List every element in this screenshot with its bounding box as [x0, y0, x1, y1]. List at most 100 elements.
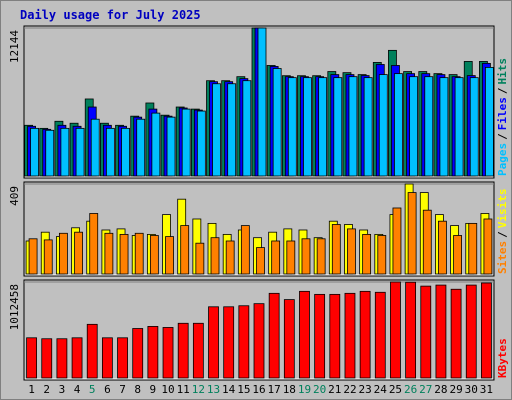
- x-tick-label: 9: [150, 383, 157, 396]
- bar: [468, 222, 478, 275]
- x-tick-label: 18: [283, 383, 296, 396]
- bar: [438, 220, 447, 275]
- bar: [134, 232, 144, 275]
- x-tick-label: 17: [268, 383, 281, 396]
- bar: [74, 231, 83, 275]
- bar: [390, 281, 401, 379]
- bar: [363, 77, 373, 177]
- bar: [147, 326, 159, 379]
- x-tick-label: 13: [207, 383, 220, 396]
- bar: [347, 228, 356, 275]
- bar: [180, 225, 190, 275]
- bar: [117, 337, 128, 379]
- x-tick-label: 15: [237, 383, 250, 396]
- bar: [272, 68, 282, 177]
- bar: [283, 299, 295, 379]
- bar: [242, 80, 252, 177]
- bar: [407, 192, 417, 275]
- x-tick-label: 2: [43, 383, 50, 396]
- bar: [424, 76, 434, 177]
- legend: KBytes: [496, 338, 509, 378]
- y-tick-label: 12144: [8, 30, 21, 63]
- x-tick-label: 30: [465, 383, 478, 396]
- bar: [378, 74, 388, 177]
- x-tick-label: 3: [59, 383, 66, 396]
- x-tick-label: 19: [298, 383, 311, 396]
- bar: [271, 240, 281, 275]
- bar: [162, 327, 174, 379]
- legend-entry: Visits: [496, 189, 509, 229]
- bar: [192, 322, 204, 379]
- legend-entry: Files: [496, 97, 509, 130]
- bar: [28, 238, 38, 275]
- bar: [43, 239, 53, 275]
- bar: [90, 118, 100, 177]
- legend-separator: /: [496, 87, 509, 94]
- bar: [208, 306, 219, 379]
- bar: [485, 67, 494, 177]
- legend-entry: Pages: [496, 143, 509, 176]
- bar: [60, 127, 70, 177]
- bar: [227, 83, 237, 177]
- y-tick-label: 409: [8, 186, 21, 206]
- bar: [75, 127, 85, 177]
- x-tick-label: 5: [89, 383, 96, 396]
- bar: [348, 76, 358, 177]
- x-tick-label: 11: [177, 383, 190, 396]
- x-tick-label: 8: [134, 383, 141, 396]
- bar: [105, 127, 115, 177]
- bar: [316, 238, 326, 275]
- legend-separator: /: [496, 133, 509, 140]
- bar: [240, 225, 250, 275]
- chart-title: Daily usage for July 2025: [20, 8, 201, 22]
- bar: [420, 285, 432, 379]
- bar: [225, 240, 235, 275]
- legend-entry: Sites: [496, 241, 509, 274]
- bar: [359, 290, 371, 379]
- bar: [121, 127, 130, 177]
- bar: [331, 224, 341, 275]
- x-tick-label: 25: [389, 383, 402, 396]
- x-tick-label: 27: [419, 383, 432, 396]
- bar: [268, 292, 280, 379]
- bar: [286, 240, 296, 275]
- bar: [177, 322, 189, 379]
- bar: [41, 338, 53, 379]
- x-tick-label: 12: [192, 383, 205, 396]
- bar: [212, 83, 221, 177]
- x-tick-label: 28: [434, 383, 447, 396]
- bar: [256, 247, 265, 275]
- x-tick-label: 24: [374, 383, 388, 396]
- bar: [136, 118, 146, 177]
- x-tick-label: 6: [104, 383, 111, 396]
- bar: [151, 112, 161, 177]
- bar: [223, 306, 235, 379]
- bar: [101, 337, 113, 379]
- x-tick-label: 10: [161, 383, 174, 396]
- bar: [435, 284, 447, 379]
- y-tick-label: 1012458: [8, 284, 21, 330]
- x-tick-label: 22: [343, 383, 356, 396]
- bar: [483, 218, 493, 275]
- bar: [253, 303, 265, 379]
- bar: [132, 328, 144, 379]
- x-tick-label: 20: [313, 383, 326, 396]
- x-tick-label: 14: [222, 383, 236, 396]
- bar: [422, 209, 432, 275]
- bar: [165, 236, 174, 275]
- bar: [210, 237, 220, 275]
- bar: [344, 292, 356, 379]
- bar: [454, 77, 464, 177]
- legend: Sites / Visits: [496, 189, 509, 275]
- bar: [405, 281, 417, 379]
- bar: [314, 293, 326, 379]
- bar: [329, 293, 341, 379]
- bar: [257, 27, 267, 177]
- bar: [238, 305, 250, 379]
- bar: [392, 207, 402, 275]
- x-tick-label: 31: [480, 383, 493, 396]
- x-tick-label: 4: [74, 383, 81, 396]
- bar: [394, 73, 403, 177]
